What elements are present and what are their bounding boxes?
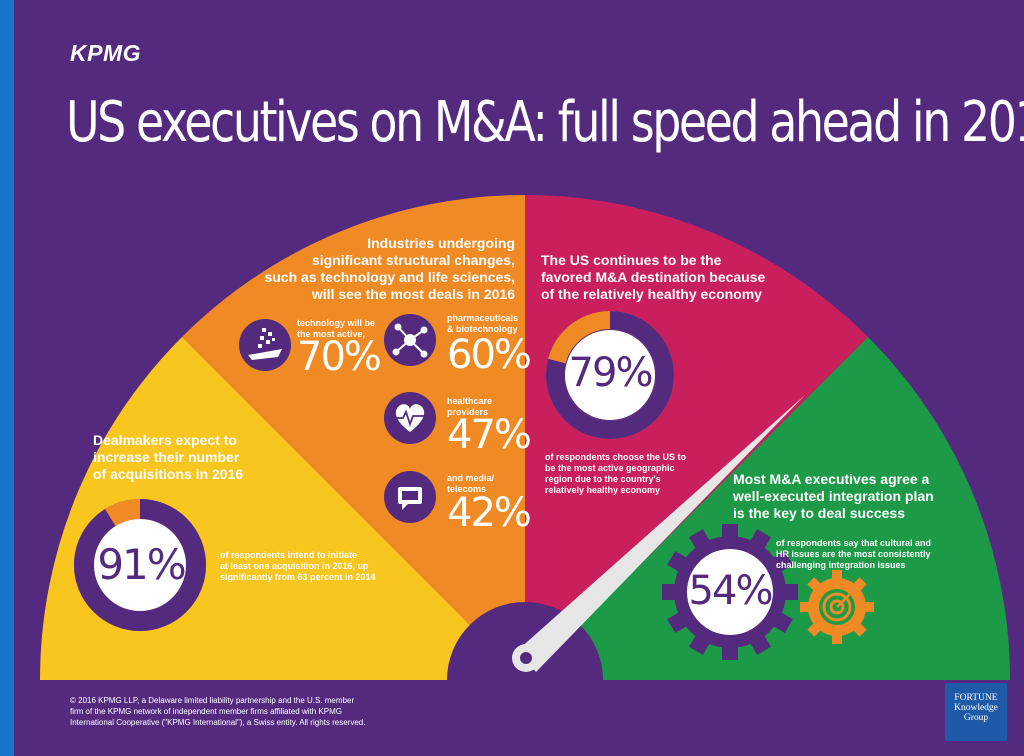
kpmg-logo: KPMG [70,40,141,66]
us-destination-heading: The US continues to be the favored M&A de… [541,252,766,302]
dealmakers-percent: 91% [97,540,186,589]
dealmakers-heading: Dealmakers expect to increase their numbe… [93,432,244,482]
technology-icon [239,319,291,371]
industry-label-healthcare: healthcare providers [447,396,493,417]
segment-green [525,337,1010,680]
integration-desc: of respondents say that cultural and HR i… [776,538,932,570]
gear-tooth [832,570,842,584]
integration-heading: Most M&A executives agree a well-executed… [733,471,934,521]
segment-orange [182,195,525,680]
industry-label-technology: technology will be the most active, [297,318,376,339]
gear-tooth [832,630,842,644]
industry-label-media: and media/telecoms [447,473,495,494]
copyright-footer: © 2016 KPMG LLP, a Delaware limited liab… [70,696,366,727]
us-destination-desc: of respondents choose the US to be the mo… [545,452,687,495]
fortune-knowledge-group-logo: FORTUNE Knowledge Group [945,683,1007,741]
donut-79 [546,311,674,439]
heart-pulse-icon [384,392,436,444]
us-destination-percent: 79% [568,350,654,396]
integration-percent: 54% [688,568,774,614]
page-title: US executives on M&A: full speed ahead i… [66,90,1024,155]
industry-percent-media: 42% [447,490,532,536]
industry-percent-healthcare: 47% [447,412,532,458]
gauge-needle [518,395,805,672]
industry-label-pharma: pharmaceuticals & biotechnology [447,313,519,334]
blue-edge-stripe [0,0,14,756]
industries-heading: Industries undergoing significant structu… [264,235,515,302]
target-gear-icon [800,570,874,644]
dealmakers-desc: of respondents intend to initiate at leas… [220,550,376,582]
industry-percent-pharma: 60% [447,332,532,378]
molecule-icon [384,314,436,366]
industry-percent-technology: 70% [297,334,382,380]
media-chat-icon [384,471,436,523]
donut-91 [74,499,206,631]
gear-54-icon [662,524,798,660]
